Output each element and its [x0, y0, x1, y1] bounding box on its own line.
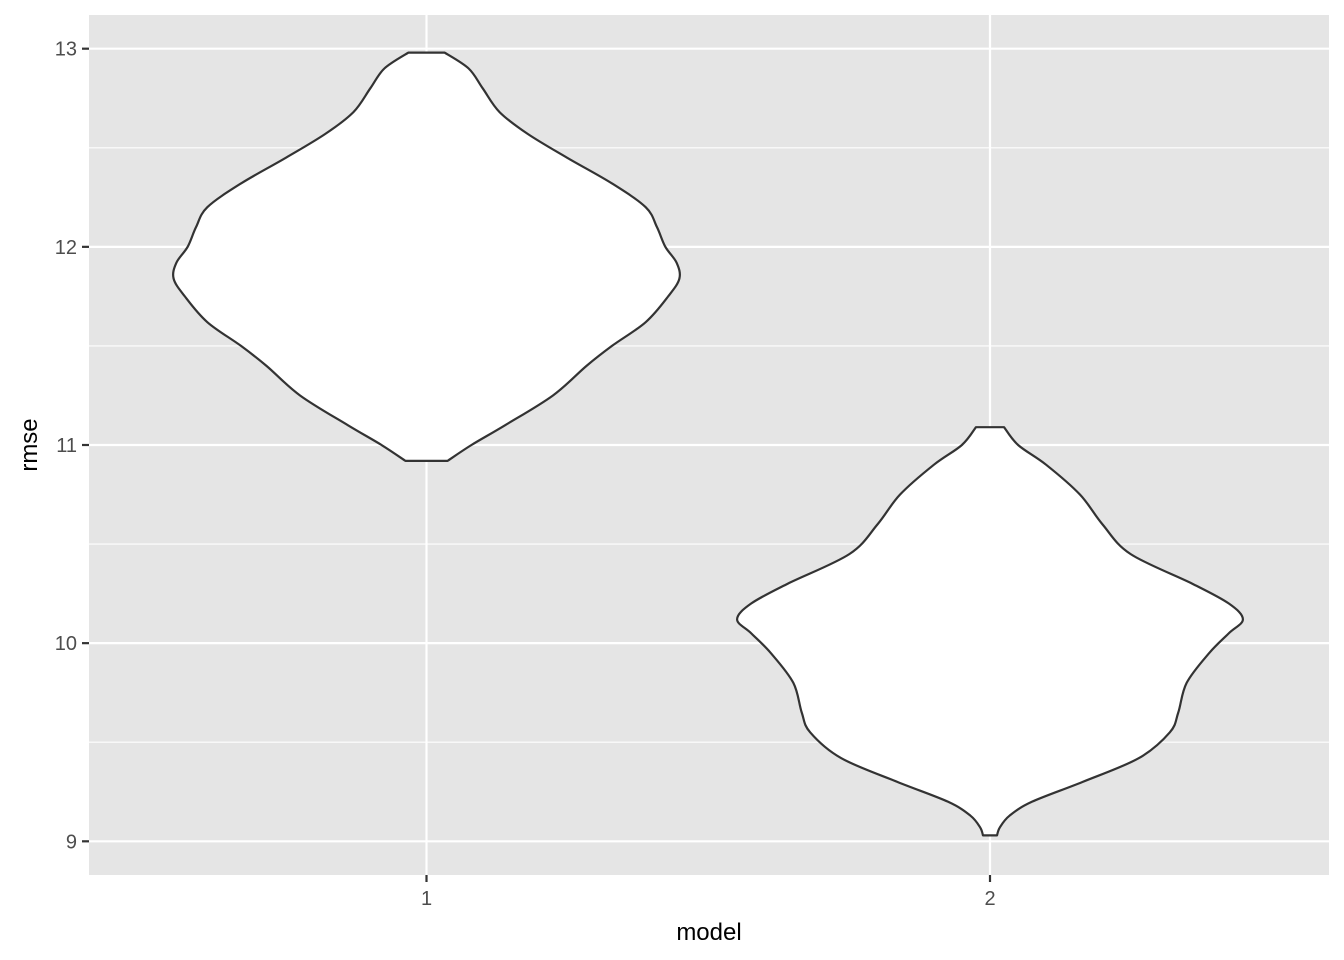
violin-model-2 — [736, 426, 1244, 837]
x-tick-label: 1 — [421, 888, 432, 910]
y-tick-label: 12 — [55, 237, 77, 259]
y-axis: 9 10 11 12 13 — [55, 39, 89, 853]
violins — [172, 51, 1244, 837]
y-axis-title: rmse — [16, 418, 43, 471]
x-axis-title: model — [676, 919, 741, 946]
y-tick-label: 10 — [55, 633, 77, 655]
x-tick-label: 2 — [984, 888, 995, 910]
y-tick-label: 9 — [66, 831, 77, 853]
y-tick-label: 11 — [56, 435, 77, 457]
violin-model-1 — [172, 51, 681, 462]
y-tick-label: 13 — [55, 39, 77, 61]
